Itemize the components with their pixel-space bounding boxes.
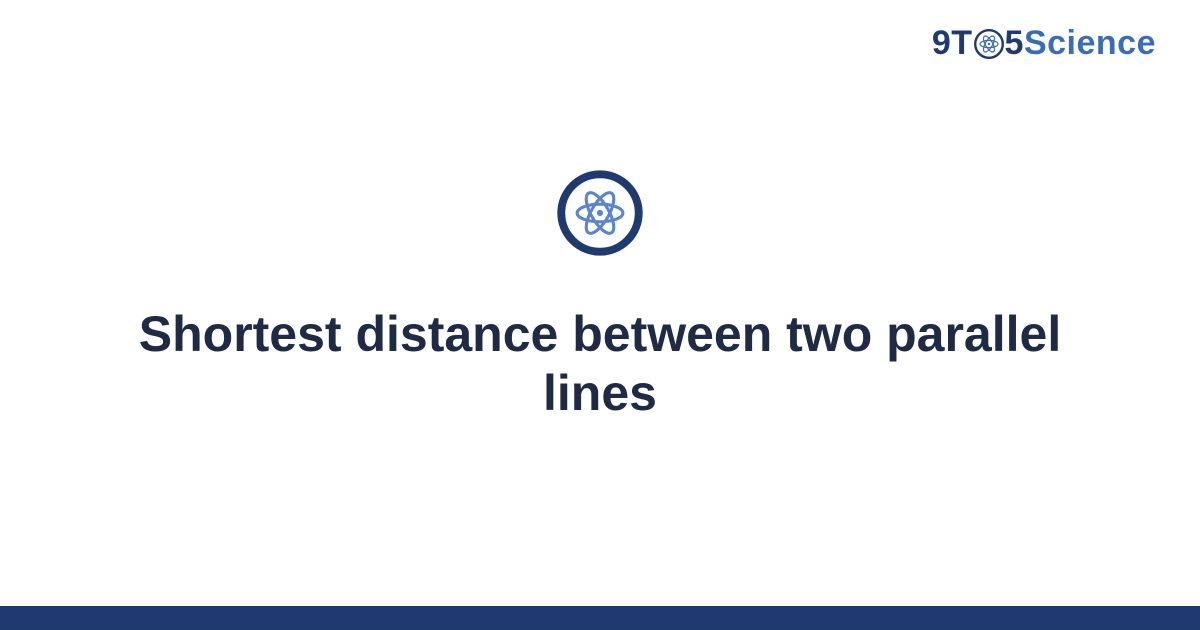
page-title: Shortest distance between two parallel l… [100,305,1100,423]
atom-badge-icon [556,169,644,257]
atom-icon [974,29,1004,59]
brand-part2: 5 [1005,24,1024,63]
footer-bar [0,606,1200,630]
brand-part3: Science [1024,24,1156,63]
brand-part1: 9T [932,24,973,63]
main-content: Shortest distance between two parallel l… [100,169,1100,423]
brand-logo: 9T 5 Science [932,24,1156,63]
